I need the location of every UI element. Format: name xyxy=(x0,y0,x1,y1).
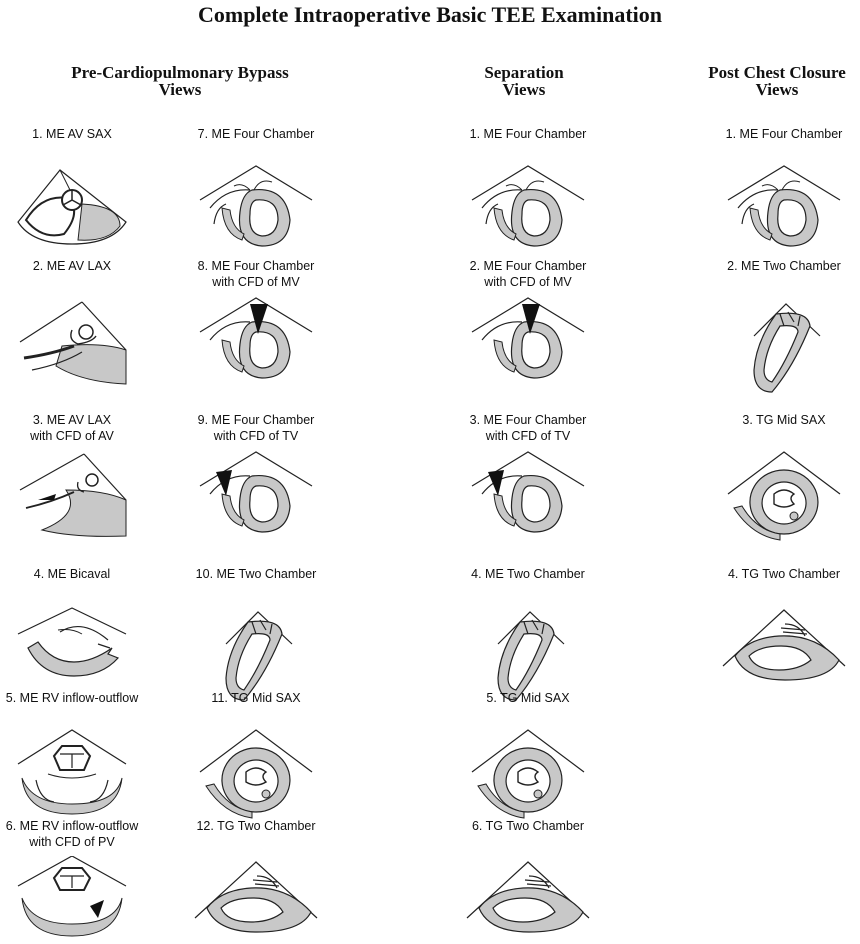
header-post-line1: Post Chest Closure xyxy=(708,63,846,82)
header-sep-line1: Separation xyxy=(484,63,564,82)
view-sep-4: 4. ME Two Chamber xyxy=(448,566,608,704)
two-chamber-icon xyxy=(497,611,565,701)
header-post-line2: Views xyxy=(755,80,799,99)
four-chamber-cfd-tv-icon xyxy=(199,451,313,533)
view-label: 4. ME Bicaval xyxy=(33,567,111,581)
view-pre-7: 7. ME Four Chamber xyxy=(176,126,336,250)
view-label: 3. ME Four Chamber with CFD of TV xyxy=(469,413,587,443)
view-label: 1. ME Four Chamber xyxy=(725,127,843,141)
four-chamber-icon xyxy=(727,165,841,247)
tg-two-chamber-icon xyxy=(194,861,318,933)
view-pre-4: 4. ME Bicaval xyxy=(0,566,152,686)
two-chamber-icon xyxy=(753,303,821,393)
page-title: Complete Intraoperative Basic TEE Examin… xyxy=(197,2,663,27)
view-post-1: 1. ME Four Chamber xyxy=(704,126,860,250)
tg-two-chamber-icon xyxy=(466,861,590,933)
view-sep-3: 3. ME Four Chamber with CFD of TV xyxy=(448,412,608,536)
view-label: 5. TG Mid SAX xyxy=(486,691,570,705)
view-pre-9: 9. ME Four Chamber with CFD of TV xyxy=(176,412,336,536)
two-chamber-icon xyxy=(225,611,293,701)
header-pre-line2: Views xyxy=(158,80,202,99)
view-label: 1. ME AV SAX xyxy=(32,127,112,141)
header-pre-line1: Pre-Cardiopulmonary Bypass xyxy=(71,63,289,82)
view-sep-5: 5. TG Mid SAX xyxy=(448,690,608,824)
view-label: 11. TG Mid SAX xyxy=(211,691,301,705)
tg-two-chamber-icon xyxy=(722,609,846,681)
view-pre-12: 12. TG Two Chamber xyxy=(176,818,336,936)
view-pre-8: 8. ME Four Chamber with CFD of MV xyxy=(176,258,336,382)
four-chamber-cfd-mv-icon xyxy=(199,297,313,379)
header-sep-line2: Views xyxy=(502,80,546,99)
view-label: 1. ME Four Chamber xyxy=(469,127,587,141)
view-pre-1: 1. ME AV SAX xyxy=(0,126,152,248)
view-label: 2. ME Four Chamber with CFD of MV xyxy=(469,259,587,289)
view-sep-1: 1. ME Four Chamber xyxy=(448,126,608,250)
view-label: 6. TG Two Chamber xyxy=(471,819,585,833)
tg-mid-sax-icon xyxy=(727,451,841,541)
rv-inflow-outflow-cfd-icon xyxy=(17,856,127,937)
four-chamber-cfd-mv-icon xyxy=(471,297,585,379)
four-chamber-icon xyxy=(199,165,313,247)
header-separation: Separation Views xyxy=(424,64,624,98)
view-label: 7. ME Four Chamber xyxy=(197,127,315,141)
av-lax-cfd-icon xyxy=(19,453,127,537)
view-label: 8. ME Four Chamber with CFD of MV xyxy=(197,259,315,289)
view-sep-2: 2. ME Four Chamber with CFD of MV xyxy=(448,258,608,382)
view-pre-11: 11. TG Mid SAX xyxy=(176,690,336,824)
four-chamber-icon xyxy=(471,165,585,247)
view-label: 9. ME Four Chamber with CFD of TV xyxy=(197,413,315,443)
view-post-4: 4. TG Two Chamber xyxy=(704,566,860,684)
view-label: 10. ME Two Chamber xyxy=(195,567,317,581)
bicaval-icon xyxy=(17,607,127,677)
view-label: 4. ME Two Chamber xyxy=(471,567,585,581)
header-post-closure: Post Chest Closure Views xyxy=(682,64,860,98)
view-label: 6. ME RV inflow-outflow with CFD of PV xyxy=(5,819,139,849)
view-label: 3. TG Mid SAX xyxy=(742,413,826,427)
view-post-2: 2. ME Two Chamber xyxy=(704,258,860,396)
view-pre-2: 2. ME AV LAX xyxy=(0,258,152,386)
header-pre-bypass: Pre-Cardiopulmonary Bypass Views xyxy=(30,64,330,98)
view-label: 4. TG Two Chamber xyxy=(727,567,841,581)
view-label: 12. TG Two Chamber xyxy=(196,819,316,833)
tg-mid-sax-icon xyxy=(199,729,313,819)
av-lax-icon xyxy=(19,301,127,385)
view-post-3: 3. TG Mid SAX xyxy=(704,412,860,546)
av-sax-icon xyxy=(17,169,127,245)
view-sep-6: 6. TG Two Chamber xyxy=(448,818,608,936)
tg-mid-sax-icon xyxy=(471,729,585,819)
rv-inflow-outflow-icon xyxy=(17,729,127,815)
view-label: 3. ME AV LAX with CFD of AV xyxy=(30,413,114,443)
view-label: 2. ME AV LAX xyxy=(32,259,112,273)
view-pre-5: 5. ME RV inflow-outflow xyxy=(0,690,152,820)
four-chamber-cfd-tv-icon xyxy=(471,451,585,533)
view-label: 2. ME Two Chamber xyxy=(727,259,841,273)
view-label: 5. ME RV inflow-outflow xyxy=(5,691,139,705)
view-pre-10: 10. ME Two Chamber xyxy=(176,566,336,704)
view-pre-3: 3. ME AV LAX with CFD of AV xyxy=(0,412,152,538)
view-pre-6: 6. ME RV inflow-outflow with CFD of PV xyxy=(0,818,152,940)
